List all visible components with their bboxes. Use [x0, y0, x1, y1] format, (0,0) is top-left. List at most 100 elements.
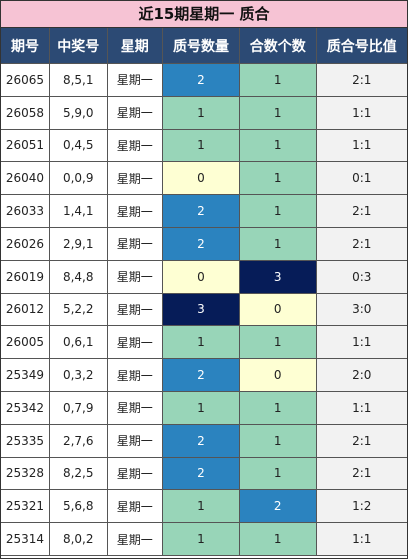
cell-ratio: 1:1: [315, 522, 407, 556]
cell-ratio: 1:1: [315, 325, 407, 360]
cell-issue: 26040: [1, 161, 50, 196]
cell-weekday: 星期一: [106, 95, 164, 130]
cell-weekday: 星期一: [106, 128, 164, 163]
cell-composite-count: 0: [238, 358, 317, 392]
cell-issue: 25321: [1, 489, 50, 524]
cell-issue: 26051: [1, 128, 50, 163]
cell-ratio: 2:1: [315, 423, 407, 458]
cell-weekday: 星期一: [106, 390, 164, 425]
cell-winning-number: 2,9,1: [48, 226, 108, 261]
cell-winning-number: 0,3,2: [48, 358, 108, 392]
table-row: 25335 2,7,6 星期一 2 1 2:1: [1, 423, 407, 458]
cell-weekday: 星期一: [106, 358, 164, 392]
cell-composite-count: 1: [238, 423, 317, 458]
cell-ratio: 1:1: [315, 390, 407, 425]
cell-prime-count: 2: [162, 194, 240, 228]
table-row: 25328 8,2,5 星期一 2 1 2:1: [1, 456, 407, 491]
cell-prime-count: 1: [162, 390, 240, 425]
cell-weekday: 星期一: [106, 423, 164, 458]
cell-composite-count: 1: [238, 522, 317, 556]
cell-composite-count: 0: [238, 292, 317, 327]
cell-issue: 26065: [1, 63, 50, 97]
cell-winning-number: 8,2,5: [48, 456, 108, 491]
table-row: 26065 8,5,1 星期一 2 1 2:1: [1, 63, 407, 97]
cell-composite-count: 1: [238, 325, 317, 360]
cell-weekday: 星期一: [106, 292, 164, 327]
cell-composite-count: 1: [238, 161, 317, 196]
cell-composite-count: 1: [238, 390, 317, 425]
cell-issue: 25349: [1, 358, 50, 392]
cell-weekday: 星期一: [106, 194, 164, 228]
cell-prime-count: 1: [162, 489, 240, 524]
cell-ratio: 1:1: [315, 95, 407, 130]
cell-ratio: 2:1: [315, 194, 407, 228]
table-row: 26058 5,9,0 星期一 1 1 1:1: [1, 95, 407, 130]
cell-prime-count: 2: [162, 456, 240, 491]
cell-composite-count: 1: [238, 194, 317, 228]
cell-prime-count: 1: [162, 325, 240, 360]
cell-composite-count: 3: [238, 259, 317, 294]
cell-prime-count: 0: [162, 259, 240, 294]
cell-winning-number: 1,4,1: [48, 194, 108, 228]
cell-composite-count: 1: [238, 63, 317, 97]
header-composite-count: 合数个数: [238, 28, 317, 64]
cell-issue: 26012: [1, 292, 50, 327]
cell-prime-count: 1: [162, 128, 240, 163]
cell-ratio: 2:1: [315, 456, 407, 491]
cell-issue: 26026: [1, 226, 50, 261]
cell-ratio: 1:2: [315, 489, 407, 524]
table-row: 25314 8,0,2 星期一 1 1 1:1: [1, 522, 407, 556]
cell-prime-count: 1: [162, 522, 240, 556]
table-row: 25342 0,7,9 星期一 1 1 1:1: [1, 390, 407, 425]
header-issue: 期号: [1, 28, 50, 64]
cell-winning-number: 0,4,5: [48, 128, 108, 163]
cell-weekday: 星期一: [106, 522, 164, 556]
table-row: 26033 1,4,1 星期一 2 1 2:1: [1, 194, 407, 228]
cell-composite-count: 1: [238, 456, 317, 491]
cell-composite-count: 1: [238, 95, 317, 130]
cell-issue: 26058: [1, 95, 50, 130]
cell-ratio: 3:0: [315, 292, 407, 327]
table-row: 25321 5,6,8 星期一 1 2 1:2: [1, 489, 407, 524]
cell-prime-count: 2: [162, 226, 240, 261]
cell-composite-count: 2: [238, 489, 317, 524]
cell-winning-number: 5,6,8: [48, 489, 108, 524]
prime-composite-table: 期号 中奖号 星期 质号数量 合数个数 质合号比值 26065 8,5,1 星期一 2…: [1, 28, 407, 556]
cell-composite-count: 1: [238, 128, 317, 163]
cell-prime-count: 1: [162, 95, 240, 130]
cell-winning-number: 5,2,2: [48, 292, 108, 327]
cell-issue: 25342: [1, 390, 50, 425]
cell-composite-count: 1: [238, 226, 317, 261]
cell-weekday: 星期一: [106, 63, 164, 97]
chart-title: 近15期星期一 质合: [1, 1, 407, 28]
cell-issue: 26005: [1, 325, 50, 360]
header-row: 期号 中奖号 星期 质号数量 合数个数 质合号比值: [1, 28, 407, 64]
cell-ratio: 0:3: [315, 259, 407, 294]
cell-winning-number: 8,4,8: [48, 259, 108, 294]
cell-winning-number: 5,9,0: [48, 95, 108, 130]
cell-prime-count: 2: [162, 423, 240, 458]
header-prime-count: 质号数量: [162, 28, 240, 64]
table-row: 26005 0,6,1 星期一 1 1 1:1: [1, 325, 407, 360]
cell-weekday: 星期一: [106, 489, 164, 524]
cell-weekday: 星期一: [106, 226, 164, 261]
cell-weekday: 星期一: [106, 161, 164, 196]
cell-weekday: 星期一: [106, 325, 164, 360]
cell-prime-count: 0: [162, 161, 240, 196]
table-row: 26040 0,0,9 星期一 0 1 0:1: [1, 161, 407, 196]
cell-ratio: 2:0: [315, 358, 407, 392]
cell-ratio: 2:1: [315, 226, 407, 261]
cell-weekday: 星期一: [106, 259, 164, 294]
cell-issue: 25328: [1, 456, 50, 491]
header-ratio: 质合号比值: [315, 28, 407, 64]
cell-issue: 25335: [1, 423, 50, 458]
table-row: 26019 8,4,8 星期一 0 3 0:3: [1, 259, 407, 294]
cell-winning-number: 0,7,9: [48, 390, 108, 425]
cell-winning-number: 0,0,9: [48, 161, 108, 196]
cell-issue: 26033: [1, 194, 50, 228]
table-row: 26012 5,2,2 星期一 3 0 3:0: [1, 292, 407, 327]
table-row: 26051 0,4,5 星期一 1 1 1:1: [1, 128, 407, 163]
cell-winning-number: 8,5,1: [48, 63, 108, 97]
cell-ratio: 2:1: [315, 63, 407, 97]
header-winning-number: 中奖号: [48, 28, 108, 64]
